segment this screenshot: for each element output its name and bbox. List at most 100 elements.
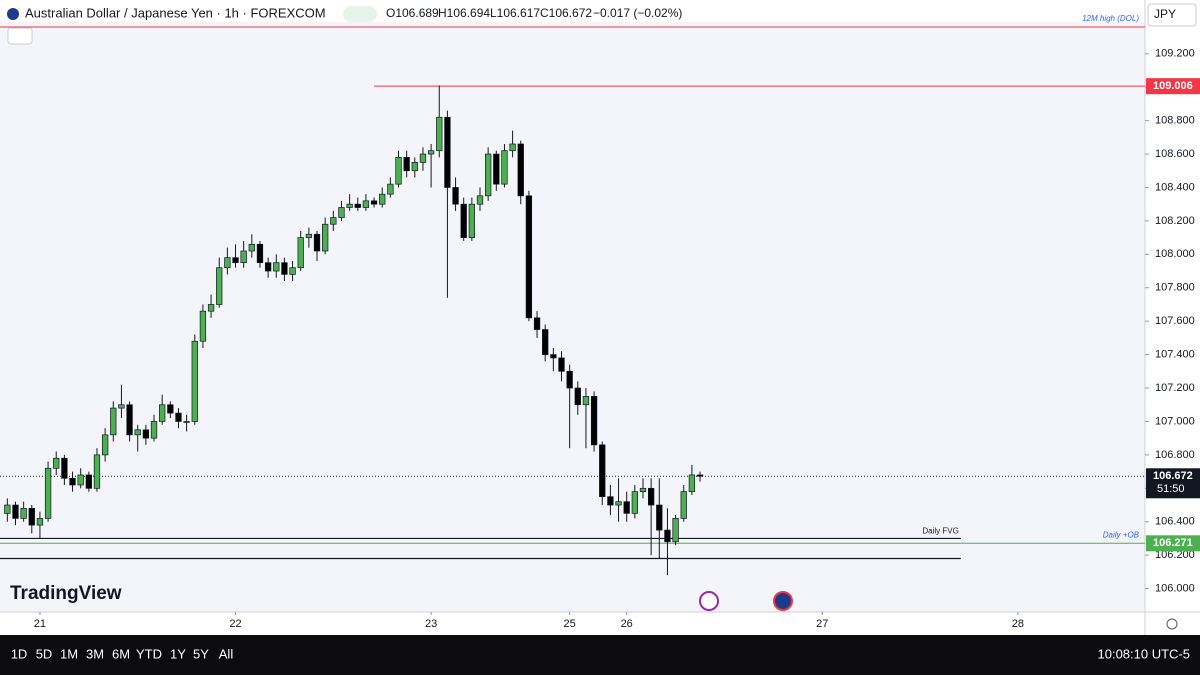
currency-label: JPY (1154, 7, 1176, 21)
price-tag (1146, 468, 1200, 499)
currency-select[interactable] (1147, 3, 1197, 27)
candle-body (191, 340, 198, 422)
candle-body (680, 491, 687, 519)
price-tag (1146, 78, 1200, 95)
candle-body (36, 518, 44, 526)
candle-body (362, 200, 370, 208)
x-tick-label: 22 (229, 618, 241, 630)
x-tick-label: 27 (816, 618, 828, 630)
candle-body (77, 474, 84, 486)
y-tick-label: 107.400 (1155, 349, 1195, 361)
candle-body (370, 200, 378, 205)
price-tag-label: 106.672 (1153, 470, 1193, 482)
candle-body (558, 357, 565, 372)
candle-body (264, 262, 272, 272)
candle-body (427, 150, 435, 155)
candle-body (20, 508, 27, 519)
candle-body (542, 329, 549, 355)
range-button[interactable]: YTD (136, 646, 162, 661)
candle-body (395, 157, 402, 185)
candle-body (142, 429, 150, 439)
price-tag (1146, 535, 1200, 552)
x-tick-label: 28 (1012, 618, 1024, 630)
candle-body (53, 457, 60, 469)
range-button[interactable]: 5D (36, 646, 53, 661)
x-tick-label: 23 (425, 618, 437, 630)
ohlc-high: H106.694 (438, 6, 490, 20)
event-icon[interactable] (773, 591, 793, 611)
range-button[interactable]: All (219, 646, 234, 661)
logo: TradingView (10, 583, 122, 604)
y-tick-label: 106.800 (1155, 449, 1195, 461)
candle-body (639, 487, 647, 493)
candle-body (216, 267, 223, 305)
candle-body (647, 487, 655, 506)
candle-body (623, 501, 630, 514)
candle-body (599, 444, 606, 498)
candle-body (403, 157, 410, 172)
candle-body (452, 187, 459, 205)
candle-body (615, 501, 622, 506)
level-label: 12M high (DOL) (1082, 14, 1139, 23)
candle-body (468, 203, 476, 238)
candle-body (631, 491, 638, 514)
candle-body (273, 262, 280, 272)
countdown-label: 51:50 (1157, 483, 1185, 495)
ohlc-close: C106.672 (540, 6, 592, 20)
candle-body (322, 223, 329, 252)
symbol-title: Australian Dollar / Japanese Yen · 1h · … (25, 5, 326, 20)
candle-body (550, 354, 557, 359)
candle-body (387, 183, 394, 195)
candle-body (207, 304, 215, 312)
candle-body (346, 203, 353, 208)
range-button[interactable]: 3M (86, 646, 104, 661)
range-button[interactable]: 1M (60, 646, 78, 661)
status-badge (343, 6, 377, 22)
candle-body (566, 370, 573, 389)
candle-body (159, 404, 166, 422)
y-tick-label: 108.200 (1155, 215, 1195, 227)
x-tick-label: 25 (564, 618, 576, 630)
ohlc-change: −0.017 (−0.02%) (593, 6, 682, 20)
range-button[interactable]: 6M (112, 646, 130, 661)
collapse-button[interactable] (7, 27, 33, 45)
candle-body (656, 504, 663, 531)
clock: 10:08:10 UTC-5 (1098, 646, 1191, 661)
candle-body (126, 404, 133, 436)
candle-body (582, 396, 590, 406)
candle-body (224, 257, 231, 269)
y-tick-label: 108.000 (1155, 248, 1195, 260)
candle-body (419, 153, 427, 163)
candle-body (436, 116, 443, 152)
candle-body (44, 467, 52, 519)
range-button[interactable]: 1D (11, 646, 28, 661)
y-tick-label: 107.600 (1155, 315, 1195, 327)
candle-body (175, 412, 182, 422)
candle-body (509, 143, 516, 152)
candle-body (4, 504, 11, 514)
candle-body (93, 454, 101, 489)
candle-body (485, 153, 492, 197)
candle-body (379, 193, 386, 205)
candle-body (607, 496, 614, 506)
candle-body (28, 508, 35, 526)
candle-body (354, 203, 361, 208)
y-tick-label: 108.600 (1155, 148, 1195, 160)
candle-body (501, 150, 508, 185)
plot-layer (0, 26, 1145, 576)
y-tick-label: 107.000 (1155, 415, 1195, 427)
candle-body (411, 162, 418, 172)
candle-body (134, 429, 141, 436)
y-tick-label: 107.800 (1155, 282, 1195, 294)
x-tick-label: 21 (34, 618, 46, 630)
settings-icon[interactable] (1166, 618, 1178, 630)
candle-body (61, 457, 68, 479)
zone-label: Daily FVG (922, 527, 958, 536)
range-button[interactable]: 5Y (193, 646, 209, 661)
candle-body (688, 474, 696, 493)
candle-body (590, 396, 598, 446)
ohlc-low: L106.617 (490, 6, 540, 20)
candle-body (150, 421, 158, 439)
range-button[interactable]: 1Y (170, 646, 186, 661)
event-icon[interactable] (699, 591, 719, 611)
